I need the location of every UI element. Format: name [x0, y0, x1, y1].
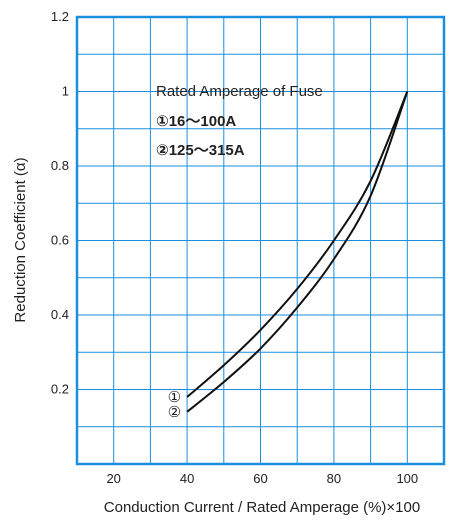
series-line-1: [186, 91, 409, 398]
series-label-2: ②: [168, 403, 181, 421]
legend-entry-2: ②125〜315A: [156, 142, 245, 159]
x-axis-title: Conduction Current / Rated Amperage (%)×…: [104, 499, 420, 516]
y-tick-label: 0.8: [51, 158, 69, 173]
y-tick-label: 0.6: [51, 233, 69, 248]
curve-layer: ①②: [168, 91, 409, 421]
legend-title: Rated Amperage of Fuse: [156, 83, 323, 100]
y-tick-label: 1: [62, 84, 69, 99]
y-tick-label: 0.2: [51, 382, 69, 397]
grid-layer: [77, 17, 444, 464]
y-tick-label: 0.4: [51, 307, 69, 322]
x-tick-label: 60: [253, 471, 267, 486]
x-tick-label: 100: [396, 471, 418, 486]
x-tick-label: 20: [106, 471, 120, 486]
x-tick-label: 40: [180, 471, 194, 486]
legend: Rated Amperage of Fuse ①16〜100A ②125〜315…: [156, 83, 323, 159]
series-label-1: ①: [168, 388, 181, 406]
y-tick-label: 1.2: [51, 9, 69, 24]
y-axis-title: Reduction Coefficient (α): [12, 157, 29, 322]
series-line-2: [186, 91, 409, 413]
legend-entry-1: ①16〜100A: [156, 113, 236, 130]
plot-frame: [75, 15, 446, 466]
tick-layer: 20 40 60 80 100 0.2 0.4 0.6 0.8 1 1.2: [51, 9, 418, 486]
x-tick-label: 80: [327, 471, 341, 486]
